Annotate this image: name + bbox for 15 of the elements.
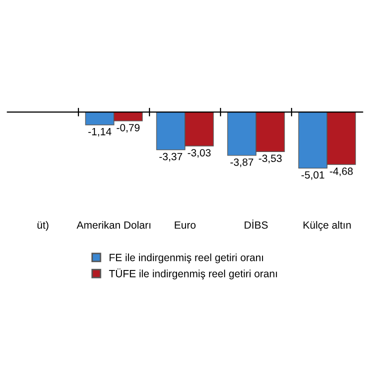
legend-label: TÜFE ile indirgenmiş reel getiri oranı [109,268,277,280]
x-tick-label: üt) [38,221,48,231]
x-tick-label: Amerikan Doları [76,221,150,229]
legend-label: FE ile indirgenmiş reel getiri oranı [110,254,263,264]
data-label: -1,14 [88,128,112,137]
x-tick-label: Külçe altın [304,221,351,231]
x-tick-label: DİBS [244,220,268,229]
x-tick-label: Euro [174,221,196,229]
data-label: -3,03 [188,149,211,158]
data-label: -3,53 [258,154,282,164]
data-label: -4,68 [330,168,353,176]
data-label: -3,87 [230,158,254,168]
data-label: -5,01 [301,171,324,180]
data-label: -0,79 [116,124,140,133]
data-label: -3,37 [159,152,182,162]
